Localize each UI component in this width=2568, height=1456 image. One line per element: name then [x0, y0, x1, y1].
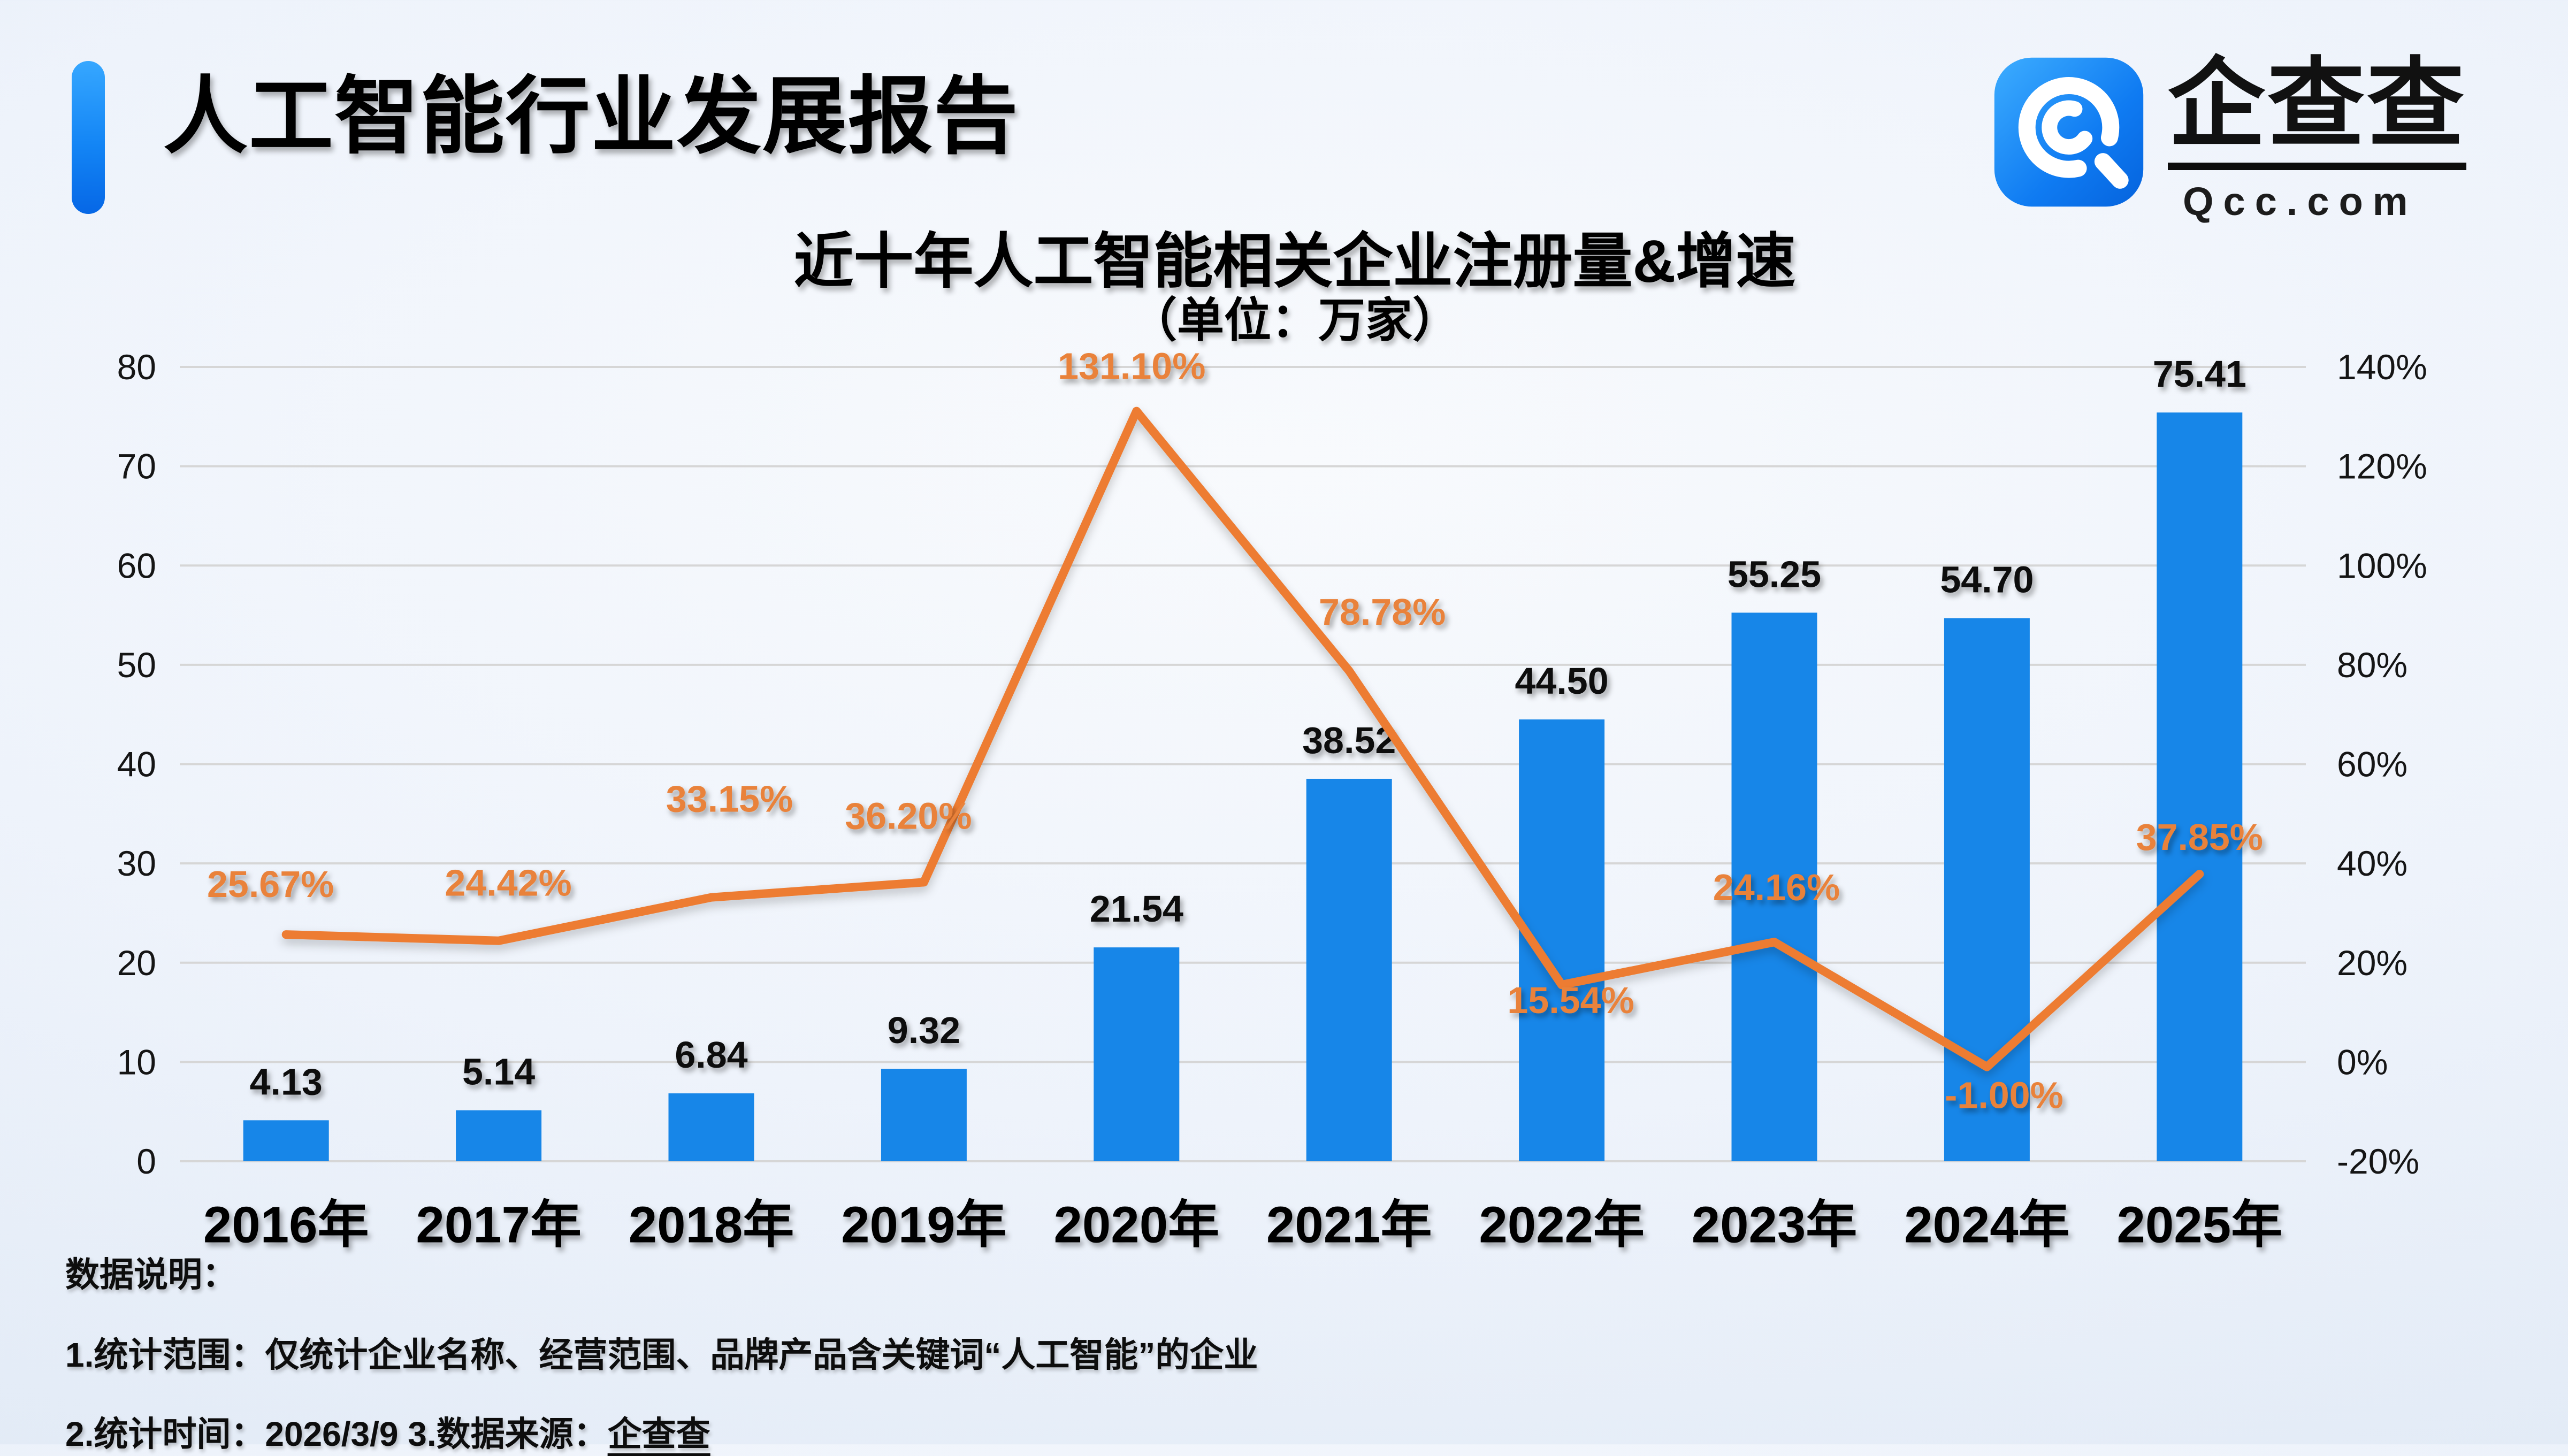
logo-domain: Qcc.com — [2183, 179, 2418, 224]
growth-rate-label: -1.00% — [1945, 1075, 2063, 1116]
x-axis-label: 2022年 — [1479, 1197, 1645, 1254]
growth-rate-label: 131.10% — [1058, 346, 1205, 387]
footer-note-scope: 1.统计范围：仅统计企业名称、经营范围、品牌产品含关键词“人工智能”的企业 — [65, 1336, 1258, 1374]
qcc-magnifier-icon — [1994, 57, 2144, 207]
x-axis-label: 2018年 — [629, 1197, 794, 1254]
growth-rate-label: 15.54% — [1507, 979, 1634, 1021]
bar-2020年 — [1094, 947, 1180, 1161]
x-axis-label: 2025年 — [2117, 1197, 2283, 1254]
right-axis-tick: 0% — [2337, 1042, 2388, 1082]
left-axis-tick: 70 — [117, 447, 156, 486]
right-axis-tick: -20% — [2337, 1141, 2419, 1181]
bar-value-label: 55.25 — [1728, 553, 1821, 595]
chart-unit-label: （单位：万家） — [1129, 294, 1460, 347]
growth-rate-label: 25.67% — [207, 863, 334, 905]
growth-rate-label: 37.85% — [2136, 816, 2263, 858]
left-axis-tick: 10 — [117, 1042, 156, 1082]
footer-source-link: 企查查 — [607, 1415, 710, 1453]
right-axis-tick: 120% — [2337, 447, 2427, 486]
bar-2023年 — [1731, 612, 1817, 1161]
x-axis-label: 2019年 — [841, 1197, 1007, 1254]
x-axis-label: 2016年 — [203, 1197, 369, 1254]
growth-rate-label: 33.15% — [666, 778, 793, 820]
x-axis-label: 2017年 — [416, 1197, 582, 1254]
bar-value-label: 75.41 — [2153, 353, 2246, 395]
growth-rate-label: 78.78% — [1319, 591, 1446, 633]
left-axis-tick: 20 — [117, 943, 156, 983]
growth-rate-label: 24.16% — [1713, 867, 1840, 908]
bar-2016年 — [243, 1120, 329, 1161]
qcc-logo: 企查查 Qcc.com — [1991, 54, 2466, 224]
right-axis-tick: 140% — [2337, 347, 2427, 387]
footer-notes-heading: 数据说明： — [65, 1255, 236, 1294]
right-axis-tick: 60% — [2337, 745, 2408, 784]
bar-value-label: 4.13 — [250, 1061, 323, 1102]
x-axis-label: 2023年 — [1692, 1197, 1858, 1254]
footer-notes: 数据说明： 1.统计范围：仅统计企业名称、经营范围、品牌产品含关键词“人工智能”… — [65, 1247, 1258, 1456]
bar-value-label: 44.50 — [1515, 660, 1609, 702]
left-axis-tick: 0 — [136, 1141, 156, 1181]
bar-value-label: 9.32 — [888, 1009, 960, 1051]
right-axis-tick: 80% — [2337, 645, 2408, 685]
bar-value-label: 54.70 — [1940, 559, 2034, 601]
growth-rate-label: 24.42% — [445, 862, 571, 904]
x-axis-label: 2021年 — [1266, 1197, 1432, 1254]
bar-value-label: 5.14 — [462, 1051, 535, 1093]
logo-brand-name: 企查查 — [2168, 54, 2466, 170]
bar-value-label: 38.52 — [1302, 719, 1396, 761]
bar-2025年 — [2157, 412, 2243, 1161]
right-axis-tick: 40% — [2337, 844, 2408, 883]
bar-2021年 — [1306, 778, 1392, 1161]
left-axis-tick: 50 — [117, 645, 156, 685]
left-axis-tick: 80 — [117, 347, 156, 387]
bar-2017年 — [456, 1110, 542, 1161]
left-axis-tick: 30 — [117, 844, 156, 883]
right-axis-tick: 100% — [2337, 546, 2427, 585]
title-accent-bar — [72, 61, 105, 214]
report-title: 人工智能行业发展报告 — [163, 70, 1019, 164]
left-axis-tick: 60 — [117, 546, 156, 585]
x-axis-label: 2024年 — [1904, 1197, 2070, 1254]
growth-rate-line — [281, 407, 2204, 1071]
footer-note-time-text: 2.统计时间：2026/3/9 3.数据来源： — [65, 1415, 608, 1453]
bar-2018年 — [668, 1093, 754, 1161]
x-axis-label: 2020年 — [1054, 1197, 1220, 1254]
left-axis-tick: 40 — [117, 745, 156, 784]
qcc-logo-text: 企查查 Qcc.com — [2168, 54, 2466, 224]
right-axis-tick: 20% — [2337, 943, 2408, 983]
bar-2019年 — [881, 1068, 967, 1161]
footer-note-time-source: 2.统计时间：2026/3/9 3.数据来源：企查查 — [65, 1407, 1258, 1456]
bar-value-label: 21.54 — [1090, 888, 1183, 930]
growth-rate-label: 36.20% — [845, 795, 972, 837]
bar-value-label: 6.84 — [675, 1034, 747, 1076]
chart-title: 近十年人工智能相关企业注册量&增速 — [793, 228, 1796, 295]
